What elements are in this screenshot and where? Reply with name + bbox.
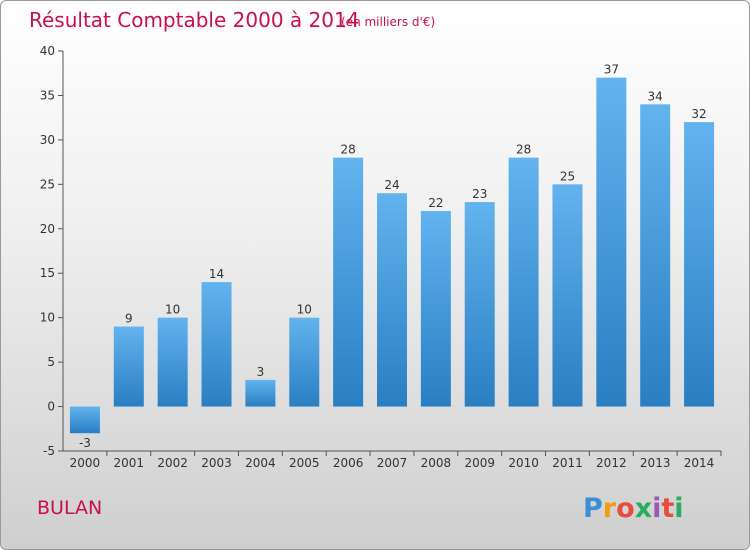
axes: -5 0 5 10 15 20 25 30 35 40 2000 2001 2002 2003 2004 20… — [40, 44, 722, 470]
bar — [377, 193, 407, 407]
bar — [684, 122, 715, 407]
bar — [420, 211, 451, 407]
y-tick-label: 0 — [47, 400, 55, 414]
y-tick-label: 40 — [40, 44, 55, 58]
bar — [464, 202, 495, 407]
y-tick-label: 25 — [40, 177, 55, 191]
x-tick-label: 2007 — [377, 456, 408, 470]
y-tick-label: 30 — [40, 133, 55, 147]
location-label: BULAN — [37, 497, 102, 519]
bar — [552, 184, 583, 407]
x-tick-label: 2010 — [508, 456, 539, 470]
x-tick-label: 2005 — [289, 456, 320, 470]
chart-title: Résultat Comptable 2000 à 2014 — [29, 8, 359, 32]
data-label: -3 — [79, 436, 91, 450]
y-tick-label: 35 — [40, 88, 55, 102]
y-tick-label: 5 — [47, 355, 55, 369]
proxiti-logo: Proxiti — [583, 493, 684, 524]
x-tick-label: 2004 — [245, 456, 276, 470]
bar — [289, 317, 320, 407]
bar — [333, 157, 364, 407]
bar — [508, 157, 539, 407]
data-label: 34 — [648, 89, 663, 103]
data-label: 3 — [257, 365, 265, 379]
x-tick-label: 2001 — [114, 456, 145, 470]
logo-letter: x — [635, 493, 652, 524]
logo-letter: o — [616, 493, 635, 524]
logo-letter: i — [652, 493, 661, 524]
data-label: 9 — [125, 312, 133, 326]
data-label: 37 — [604, 63, 619, 77]
data-label: 24 — [384, 178, 399, 192]
x-tick-label: 2008 — [421, 456, 452, 470]
bar — [245, 379, 276, 407]
logo-letter: t — [661, 493, 674, 524]
x-tick-label: 2009 — [464, 456, 495, 470]
bar — [201, 282, 232, 407]
logo-letter: r — [603, 493, 617, 524]
x-tick-label: 2002 — [157, 456, 188, 470]
logo-letter: i — [674, 493, 683, 524]
y-tick-label: -5 — [43, 444, 55, 458]
data-label: 23 — [472, 187, 487, 201]
x-tick-label: 2006 — [333, 456, 364, 470]
y-tick-label: 15 — [40, 266, 55, 280]
data-label: 28 — [516, 143, 531, 157]
x-tick-label: 2011 — [552, 456, 583, 470]
data-label: 10 — [165, 303, 180, 317]
data-label: 14 — [209, 267, 224, 281]
y-tick-label: 20 — [40, 222, 55, 236]
x-tick-label: 2012 — [596, 456, 627, 470]
x-tick-label: 2003 — [201, 456, 232, 470]
data-label: 32 — [691, 107, 706, 121]
bar — [596, 77, 627, 407]
x-tick-label: 2013 — [640, 456, 671, 470]
bar — [157, 317, 188, 407]
data-label: 28 — [340, 143, 355, 157]
data-label: 25 — [560, 169, 575, 183]
bar — [113, 326, 144, 407]
chart-subtitle: (en milliers d'€) — [341, 15, 435, 29]
bars: -3 9 10 14 3 10 28 24 22 23 28 25 37 34 32 — [69, 63, 715, 450]
x-tick-label: 2000 — [70, 456, 101, 470]
logo-letter: P — [583, 493, 603, 524]
x-tick-label: 2014 — [684, 456, 715, 470]
bar — [640, 104, 671, 407]
y-tick-label: 10 — [40, 311, 55, 325]
bar — [69, 406, 100, 434]
data-label: 10 — [297, 303, 312, 317]
data-label: 22 — [428, 196, 443, 210]
